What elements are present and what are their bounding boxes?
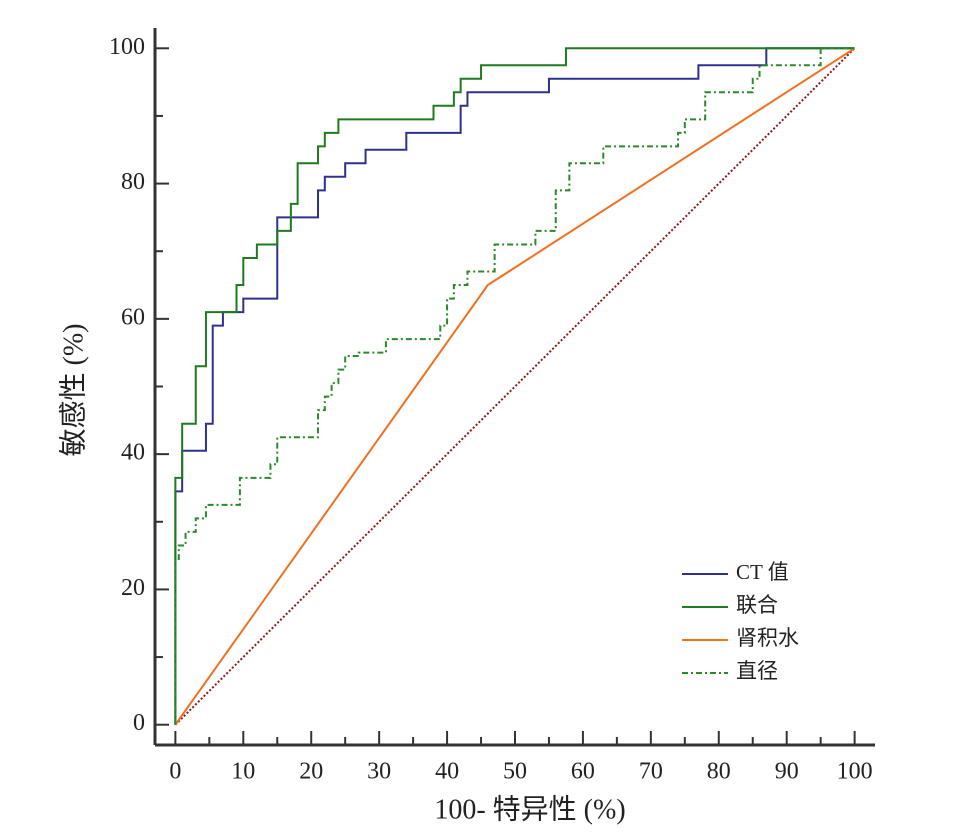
reference-line — [174, 47, 856, 726]
y-tick-label: 0 — [133, 710, 145, 736]
y-tick-label: 80 — [121, 169, 145, 195]
y-tick-label: 60 — [121, 304, 145, 330]
legend-label: 联合 — [736, 593, 778, 617]
legend-label: CT 值 — [736, 560, 789, 584]
x-tick-label: 50 — [503, 759, 527, 785]
y-tick-label: 20 — [121, 575, 145, 601]
y-tick-label: 100 — [109, 34, 145, 60]
x-tick-label: 0 — [169, 759, 181, 785]
x-tick-label: 40 — [435, 759, 459, 785]
x-tick-label: 30 — [367, 759, 391, 785]
x-tick-label: 60 — [571, 759, 595, 785]
x-tick-label: 80 — [707, 759, 731, 785]
roc-line — [174, 47, 855, 725]
roc-line — [174, 47, 856, 726]
x-tick-label: 100 — [837, 759, 873, 785]
legend-label: 直径 — [736, 659, 778, 683]
roc-line — [174, 47, 855, 725]
y-axis-label: 敏感性 (%) — [57, 324, 89, 457]
x-tick-label: 10 — [231, 759, 255, 785]
y-tick-label: 40 — [121, 440, 145, 466]
x-tick-label: 20 — [299, 759, 323, 785]
x-tick-label: 70 — [639, 759, 663, 785]
x-axis-label: 100- 特异性 (%) — [434, 793, 625, 825]
roc-line — [174, 47, 855, 725]
legend-label: 肾积水 — [736, 626, 799, 650]
x-tick-label: 90 — [775, 759, 799, 785]
